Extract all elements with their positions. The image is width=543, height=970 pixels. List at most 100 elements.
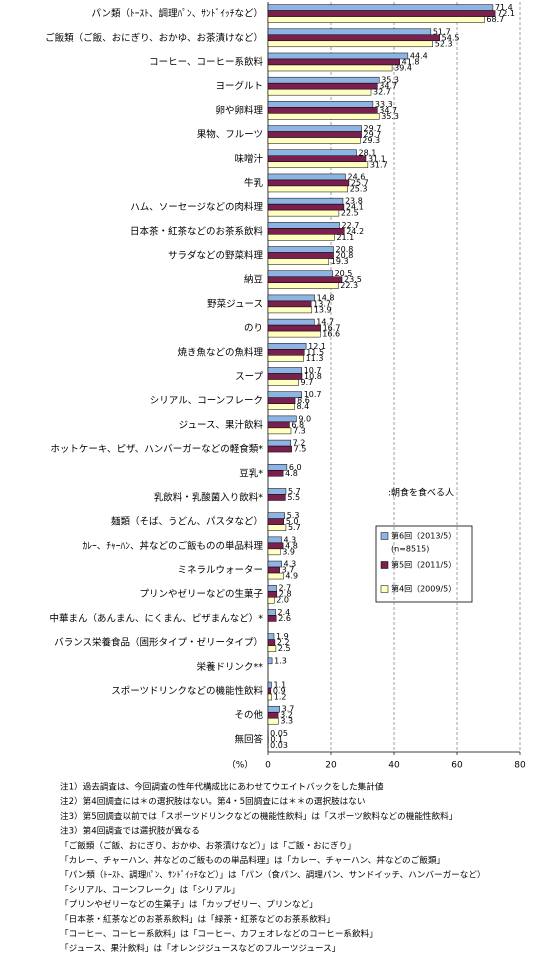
data-label: 1.1 <box>273 681 286 690</box>
bar <box>267 373 303 380</box>
data-label: 24.1 <box>346 203 364 212</box>
x-tick-label: 40 <box>388 761 400 771</box>
data-label: 54.5 <box>442 33 460 42</box>
data-label: 25.7 <box>351 178 369 187</box>
bar <box>267 318 315 326</box>
category-label: ハム、ソーセージなどの肉料理 <box>130 201 263 213</box>
data-label: 2.0 <box>276 596 289 605</box>
bar <box>267 633 275 640</box>
category-label: 無回答 <box>234 733 263 745</box>
data-label: 9.0 <box>298 414 311 423</box>
data-label: 20.5 <box>335 269 353 278</box>
note: 注1）過去調査は、今回調査の性年代構成比にあわせてウエイトバックをした集計値 <box>60 781 384 793</box>
data-label: 1.9 <box>276 632 289 641</box>
data-label: 52.3 <box>435 39 453 48</box>
data-label: 4.9 <box>285 572 298 581</box>
bar <box>267 445 292 453</box>
data-label: 34.7 <box>379 106 397 115</box>
category-label: 中華まん（あんまん、にくまん、ピザまんなど）* <box>49 612 263 624</box>
note: 「コーヒー、コーヒー系飲料」は「コーヒー、カフェオレなどのコーヒー系飲料」 <box>60 928 378 940</box>
category-label: スープ <box>235 372 263 383</box>
note: 注2）第4回調査には＊の選択肢はない。第4・5回調査には＊＊の選択肢はない <box>60 795 365 807</box>
data-label: 6.8 <box>291 420 304 429</box>
bar <box>267 276 343 283</box>
data-label: 8.6 <box>297 396 310 405</box>
bar <box>267 349 305 356</box>
data-label: 4.3 <box>284 535 297 544</box>
note: 「プリンやゼリーなどの生菓子」は「カップゼリー、プリンなど」 <box>60 898 318 910</box>
note: 「カレー、チャーハン、丼などのご飯ものの単品料理」は「カレー、チャーハン、丼など… <box>60 854 445 866</box>
bar <box>267 306 313 314</box>
data-label: 7.2 <box>293 439 306 448</box>
data-label: 28.1 <box>359 148 377 157</box>
category-label: その他 <box>234 709 263 721</box>
bar <box>267 572 284 580</box>
data-label: 2.2 <box>277 638 290 647</box>
note: 「パン類（ﾄｰｽﾄ、調理ﾊﾟﾝ、ｻﾝﾄﾞｲｯﾁなど）」は「パン（食パン、調理パン… <box>60 869 486 881</box>
data-label: 23.8 <box>345 197 363 206</box>
category-label: ヨーグルト <box>215 80 263 92</box>
bar <box>267 222 340 229</box>
legend-title: :朝食を食べる人 <box>388 487 454 499</box>
data-label: 32.7 <box>373 88 391 97</box>
data-label: 1.2 <box>274 693 287 702</box>
bar <box>267 717 279 725</box>
bar <box>267 282 339 289</box>
bar <box>267 294 315 302</box>
bar <box>267 28 432 36</box>
data-label: 2.8 <box>279 590 292 599</box>
bar <box>267 488 287 495</box>
data-label: 24.6 <box>347 172 365 181</box>
bar <box>267 596 275 604</box>
note: 注3）第4回調査では選択肢が異なる <box>60 825 200 837</box>
data-label: 22.3 <box>340 281 358 290</box>
category-label: 牛乳 <box>244 177 264 189</box>
category-label: ジュース、果汁飲料 <box>179 419 264 431</box>
bar <box>267 403 295 410</box>
bar <box>267 40 433 48</box>
data-label: 0.05 <box>270 729 288 738</box>
bar <box>267 258 330 265</box>
category-label: 焼き魚などの魚料理 <box>177 346 263 358</box>
x-tick-label: 20 <box>325 761 337 771</box>
bar <box>267 52 409 60</box>
bar <box>267 179 350 187</box>
bar <box>267 609 276 616</box>
data-label: 4.3 <box>284 560 297 569</box>
data-label: 2.6 <box>278 614 291 623</box>
data-label: 5.7 <box>288 523 301 532</box>
bar <box>267 88 372 96</box>
data-label: 3.7 <box>282 705 295 714</box>
data-label: 71.4 <box>495 3 513 12</box>
bar <box>267 64 393 72</box>
data-label: 22.5 <box>341 209 359 218</box>
note: 「ジュース、果汁飲料」は「オレンジジュースなどのフルーツジュース」 <box>60 942 340 954</box>
data-label: 13.7 <box>313 299 331 308</box>
legend-label: 第4回（2009/5） <box>391 584 456 594</box>
category-label: バランス栄養食品（固形タイプ・ゼリータイプ） <box>54 637 263 649</box>
bar <box>267 324 321 332</box>
data-label: 13.9 <box>314 305 332 314</box>
note: 注3）第5回調査以前では「スポーツドリンクなどの機能性飲料」は「スポーツ飲料など… <box>60 810 457 822</box>
bar <box>267 518 284 525</box>
bar <box>267 355 304 362</box>
bar <box>267 584 277 592</box>
data-label: 16.6 <box>322 330 340 339</box>
bar <box>267 185 348 193</box>
bar <box>267 270 333 277</box>
bar <box>267 252 334 259</box>
x-tick-label: 60 <box>451 761 463 771</box>
data-label: 6.0 <box>289 463 302 472</box>
data-label: 5.5 <box>287 493 300 502</box>
data-label: 21.1 <box>336 233 354 242</box>
category-label: サラダなどの野菜料理 <box>168 250 264 262</box>
data-label: 44.4 <box>410 51 428 60</box>
bar <box>267 58 400 66</box>
data-label: 72.1 <box>497 9 515 18</box>
data-label: 5.7 <box>288 487 301 496</box>
category-label: 豆乳* <box>239 467 263 479</box>
bar <box>267 4 494 11</box>
bar <box>267 34 440 42</box>
data-label: 10.7 <box>304 390 322 399</box>
bar <box>267 615 277 622</box>
